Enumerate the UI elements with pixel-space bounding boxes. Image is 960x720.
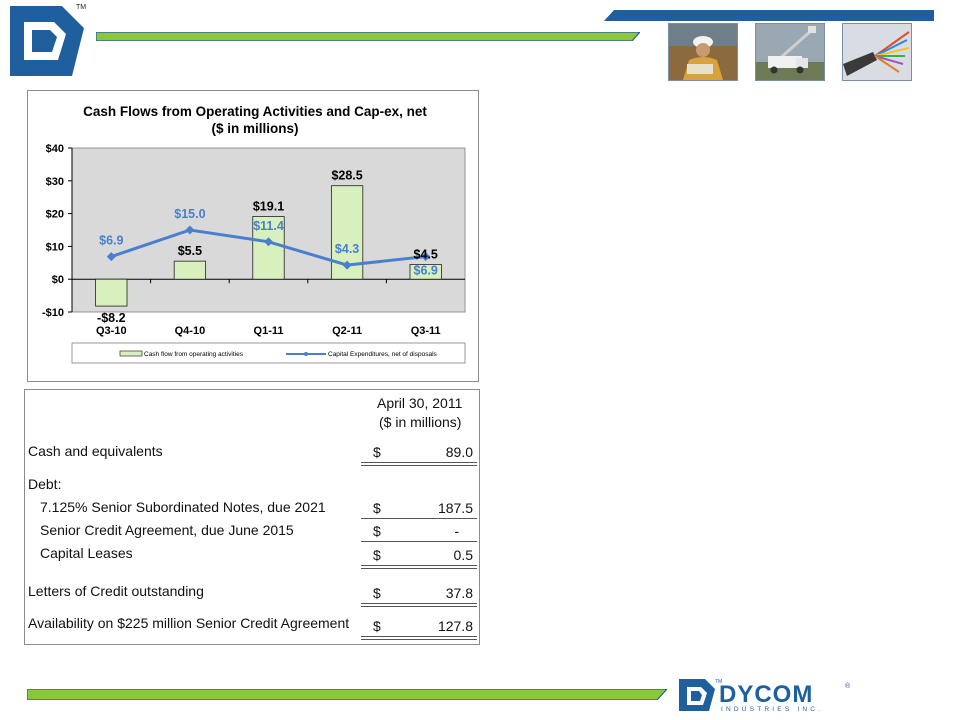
footer-trademark: TM xyxy=(715,679,722,685)
capex-point xyxy=(264,237,273,247)
financial-summary-table: April 30, 2011 ($ in millions) Cash and … xyxy=(24,389,480,645)
table-header-units: ($ in millions) xyxy=(379,414,462,430)
capex-data-label: $4.3 xyxy=(335,242,359,256)
legend-bar-swatch xyxy=(119,350,143,357)
row-value-leases: 0.5 xyxy=(453,547,473,563)
row-rule-notes xyxy=(361,518,477,519)
capex-point xyxy=(421,252,431,262)
legend-bar-label: Cash flow from operating activities xyxy=(144,351,244,358)
row-value-notes: 187.5 xyxy=(437,500,473,516)
row-dollar-credit: $ xyxy=(373,523,381,539)
x-tick-label: Q1-11 xyxy=(254,325,284,337)
registered-mark: ® xyxy=(845,682,851,690)
x-tick-label: Q2-11 xyxy=(332,325,362,337)
x-tick-label: Q3-11 xyxy=(411,325,441,337)
row-value-availability: 127.8 xyxy=(437,618,473,634)
capex-data-label: $6.9 xyxy=(99,234,123,248)
legend xyxy=(71,342,466,364)
bar-data-label: $5.5 xyxy=(178,244,202,258)
bar-data-label: -$8.2 xyxy=(97,311,126,325)
row-dollar-availability: $ xyxy=(373,618,381,634)
row-value-credit: - xyxy=(454,523,459,539)
fiber-cable-photo-icon xyxy=(842,23,912,81)
x-tick-label: Q4-10 xyxy=(175,325,206,337)
row-value-loc: 37.8 xyxy=(445,585,473,601)
header-stripe-left xyxy=(95,28,642,42)
table-header-date: April 30, 2011 xyxy=(377,395,463,411)
bucket-truck-photo-icon xyxy=(755,23,825,81)
y-tick-label: $0 xyxy=(52,274,64,286)
trademark-mark: TM xyxy=(76,4,87,11)
capex-data-label: $6.9 xyxy=(414,264,438,278)
row-dollar-loc: $ xyxy=(373,585,381,601)
x-tick-label: Q3-10 xyxy=(96,325,127,337)
bar-operating-cashflow xyxy=(252,216,285,280)
row-value-cash: 89.0 xyxy=(445,444,473,460)
cashflow-chart: Cash Flows from Operating Activities and… xyxy=(27,90,479,382)
row-rule-cash xyxy=(361,462,477,466)
row-label-leases: Capital Leases xyxy=(40,545,133,561)
bar-operating-cashflow xyxy=(173,260,207,280)
row-dollar-notes: $ xyxy=(373,500,381,516)
chart-title: Cash Flows from Operating Activities and… xyxy=(83,104,427,119)
row-label-availability: Availability on $225 million Senior Cred… xyxy=(28,615,350,631)
row-label-debt: Debt: xyxy=(28,476,62,492)
row-dollar-cash: $ xyxy=(373,444,381,460)
y-tick-label: $20 xyxy=(46,209,64,221)
legend-line-marker xyxy=(304,352,308,356)
capex-data-label: $15.0 xyxy=(174,207,205,221)
bar-data-label: $28.5 xyxy=(331,169,362,183)
dycom-logo-mark-small xyxy=(679,679,715,711)
bar-operating-cashflow xyxy=(409,264,442,280)
dycom-logo-footer: TM DYCOM ® INDUSTRIES INC. xyxy=(679,675,859,715)
bar-data-label: $19.1 xyxy=(253,200,284,214)
y-tick-label: $30 xyxy=(46,176,64,188)
y-tick-label: -$10 xyxy=(42,307,64,319)
row-rule-leases xyxy=(361,565,477,569)
worker-photo-icon xyxy=(668,23,738,81)
bar-data-label: $4.5 xyxy=(414,247,438,261)
header-stripe-right xyxy=(604,8,934,21)
chart-canvas: Cash Flows from Operating Activities and… xyxy=(42,104,466,364)
dycom-subtitle: INDUSTRIES INC. xyxy=(721,706,823,713)
row-dollar-leases: $ xyxy=(373,547,381,563)
capex-data-label: $11.4 xyxy=(253,219,284,233)
legend-line-label: Capital Expenditures, net of disposals xyxy=(328,351,438,358)
row-label-cash: Cash and equivalents xyxy=(28,443,163,459)
footer-stripe xyxy=(26,687,669,701)
dycom-logo-mark xyxy=(10,6,84,76)
capex-point xyxy=(342,260,352,270)
chart-subtitle: ($ in millions) xyxy=(211,121,298,136)
row-rule-availability xyxy=(361,636,477,640)
y-tick-label: $10 xyxy=(46,241,64,253)
row-rule-loc xyxy=(361,603,477,607)
row-label-credit: Senior Credit Agreement, due June 2015 xyxy=(40,522,294,538)
row-label-loc: Letters of Credit outstanding xyxy=(28,583,204,599)
y-tick-label: $40 xyxy=(46,143,64,155)
capex-point xyxy=(106,252,116,262)
row-label-notes: 7.125% Senior Subordinated Notes, due 20… xyxy=(40,499,326,515)
bar-operating-cashflow xyxy=(95,278,128,307)
row-rule-credit xyxy=(361,541,477,542)
capex-point xyxy=(185,225,195,235)
dycom-wordmark: DYCOM xyxy=(719,681,813,708)
